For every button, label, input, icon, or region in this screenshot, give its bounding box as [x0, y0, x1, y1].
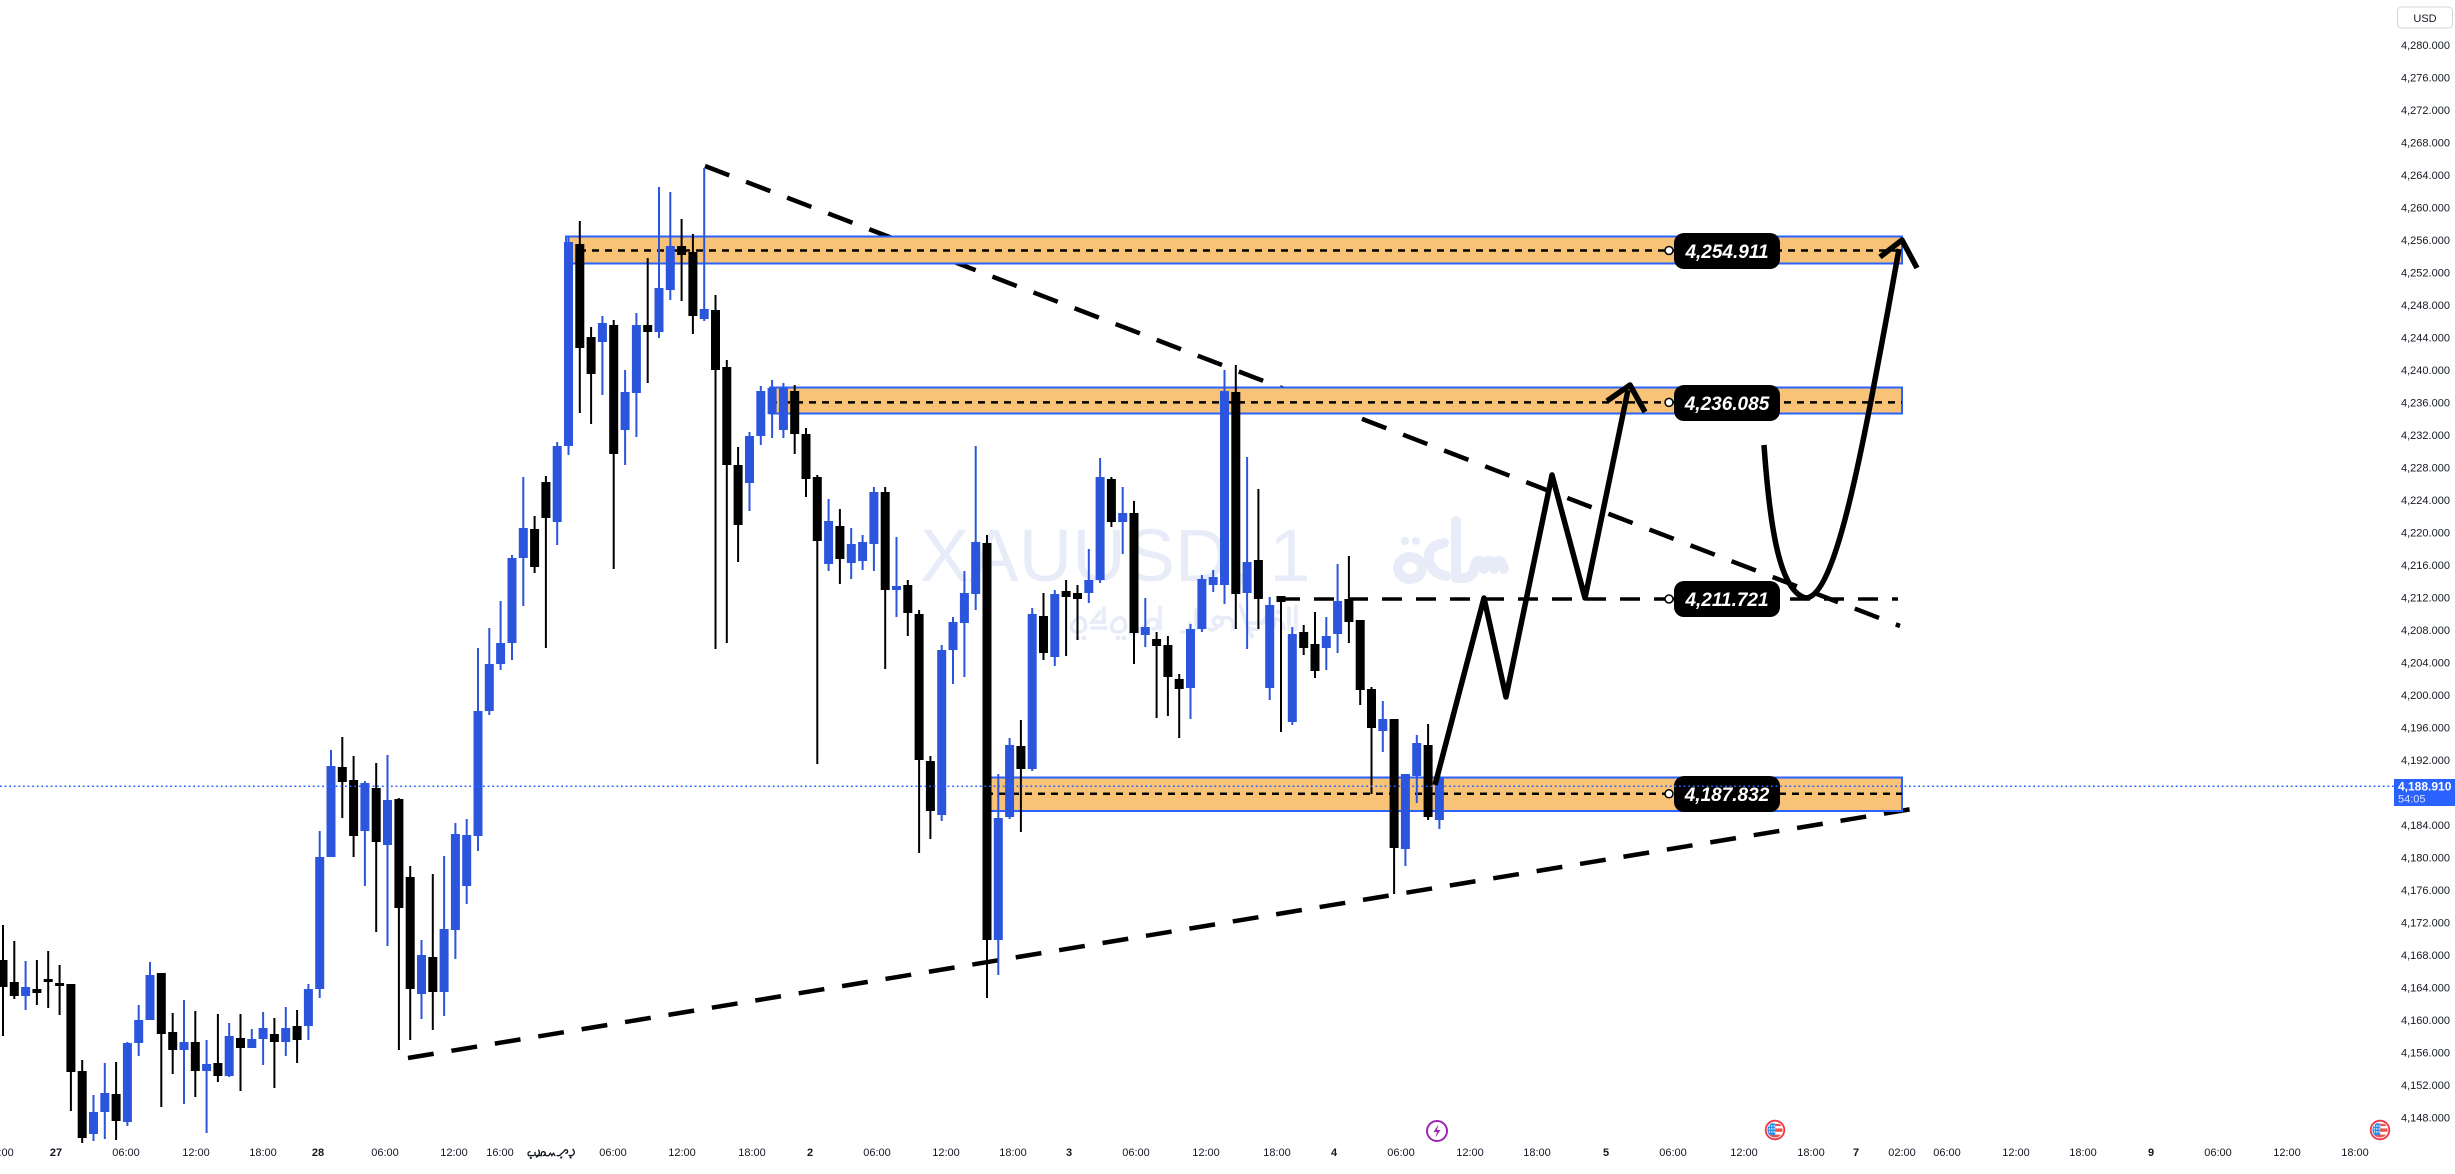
- svg-text:4,192.000: 4,192.000: [2401, 755, 2450, 767]
- svg-text:5: 5: [1603, 1147, 1609, 1159]
- svg-text:4,236.000: 4,236.000: [2401, 397, 2450, 409]
- svg-text:4,228.000: 4,228.000: [2401, 463, 2450, 475]
- svg-text:18:00: 18:00: [1263, 1147, 1291, 1159]
- svg-text:4: 4: [1331, 1147, 1338, 1159]
- svg-text:4,264.000: 4,264.000: [2401, 170, 2450, 182]
- svg-text:4,254.911: 4,254.911: [1684, 242, 1768, 263]
- svg-text:06:00: 06:00: [1387, 1147, 1415, 1159]
- svg-text:4,148.000: 4,148.000: [2401, 1113, 2450, 1125]
- svg-text:4,236.085: 4,236.085: [1684, 394, 1770, 415]
- svg-text:06:00: 06:00: [371, 1147, 399, 1159]
- svg-text:4,196.000: 4,196.000: [2401, 723, 2450, 735]
- svg-text:12:00: 12:00: [1730, 1147, 1758, 1159]
- svg-text:4,256.000: 4,256.000: [2401, 235, 2450, 247]
- svg-text:4,156.000: 4,156.000: [2401, 1048, 2450, 1060]
- svg-text:4,212.000: 4,212.000: [2401, 593, 2450, 605]
- svg-text:12:00: 12:00: [1192, 1147, 1220, 1159]
- svg-text:4,248.000: 4,248.000: [2401, 300, 2450, 312]
- svg-text:4,280.000: 4,280.000: [2401, 40, 2450, 52]
- svg-text:12:00: 12:00: [440, 1147, 468, 1159]
- svg-text:18:00: 18:00: [1797, 1147, 1825, 1159]
- svg-text:4,176.000: 4,176.000: [2401, 885, 2450, 897]
- svg-text:3: 3: [1066, 1147, 1072, 1159]
- svg-text:4,220.000: 4,220.000: [2401, 528, 2450, 540]
- svg-text:18:00: 18:00: [1523, 1147, 1551, 1159]
- svg-text:4,224.000: 4,224.000: [2401, 495, 2450, 507]
- svg-text:12:00: 12:00: [1456, 1147, 1484, 1159]
- svg-text:12:00: 12:00: [2273, 1147, 2301, 1159]
- svg-text:4,152.000: 4,152.000: [2401, 1080, 2450, 1092]
- svg-text:00:00: 00:00: [0, 1147, 14, 1159]
- svg-text:4,208.000: 4,208.000: [2401, 625, 2450, 637]
- svg-text:2: 2: [807, 1147, 813, 1159]
- svg-text:4,200.000: 4,200.000: [2401, 690, 2450, 702]
- svg-text:06:00: 06:00: [1122, 1147, 1150, 1159]
- svg-text:4,160.000: 4,160.000: [2401, 1015, 2450, 1027]
- svg-text:4,276.000: 4,276.000: [2401, 72, 2450, 84]
- svg-text:4,252.000: 4,252.000: [2401, 267, 2450, 279]
- svg-text:28: 28: [312, 1147, 324, 1159]
- svg-text:12:00: 12:00: [668, 1147, 696, 1159]
- svg-text:4,272.000: 4,272.000: [2401, 105, 2450, 117]
- svg-text:4,168.000: 4,168.000: [2401, 950, 2450, 962]
- svg-text:06:00: 06:00: [2204, 1147, 2232, 1159]
- svg-text:12:00: 12:00: [2002, 1147, 2030, 1159]
- svg-text:06:00: 06:00: [599, 1147, 627, 1159]
- svg-text:06:00: 06:00: [1933, 1147, 1961, 1159]
- svg-text:4,180.000: 4,180.000: [2401, 853, 2450, 865]
- svg-text:4,240.000: 4,240.000: [2401, 365, 2450, 377]
- svg-text:18:00: 18:00: [249, 1147, 277, 1159]
- svg-text:4,187.832: 4,187.832: [1684, 785, 1770, 806]
- svg-text:06:00: 06:00: [112, 1147, 140, 1159]
- svg-text:USD: USD: [2413, 13, 2436, 25]
- svg-text:12:00: 12:00: [182, 1147, 210, 1159]
- svg-text:06:00: 06:00: [863, 1147, 891, 1159]
- svg-text:4,216.000: 4,216.000: [2401, 560, 2450, 572]
- svg-text:4,164.000: 4,164.000: [2401, 983, 2450, 995]
- svg-text:9: 9: [2148, 1147, 2154, 1159]
- svg-text:16:00: 16:00: [486, 1147, 514, 1159]
- svg-text:4,211.721: 4,211.721: [1684, 590, 1768, 611]
- svg-text:54:05: 54:05: [2398, 794, 2426, 806]
- svg-text:4,232.000: 4,232.000: [2401, 430, 2450, 442]
- svg-text:18:00: 18:00: [999, 1147, 1027, 1159]
- svg-text:02:00: 02:00: [1888, 1147, 1916, 1159]
- svg-text:4,244.000: 4,244.000: [2401, 332, 2450, 344]
- svg-text:4,188.910: 4,188.910: [2398, 780, 2452, 794]
- svg-text:18:00: 18:00: [738, 1147, 766, 1159]
- svg-text:18:00: 18:00: [2069, 1147, 2097, 1159]
- svg-text:18:00: 18:00: [2341, 1147, 2369, 1159]
- svg-text:4,184.000: 4,184.000: [2401, 820, 2450, 832]
- svg-text:12:00: 12:00: [932, 1147, 960, 1159]
- svg-text:06:00: 06:00: [1659, 1147, 1687, 1159]
- svg-text:27: 27: [50, 1147, 62, 1159]
- svg-text:4,260.000: 4,260.000: [2401, 202, 2450, 214]
- svg-text:4,268.000: 4,268.000: [2401, 137, 2450, 149]
- svg-text:4,204.000: 4,204.000: [2401, 658, 2450, 670]
- svg-text:7: 7: [1853, 1147, 1859, 1159]
- svg-text:4,172.000: 4,172.000: [2401, 918, 2450, 930]
